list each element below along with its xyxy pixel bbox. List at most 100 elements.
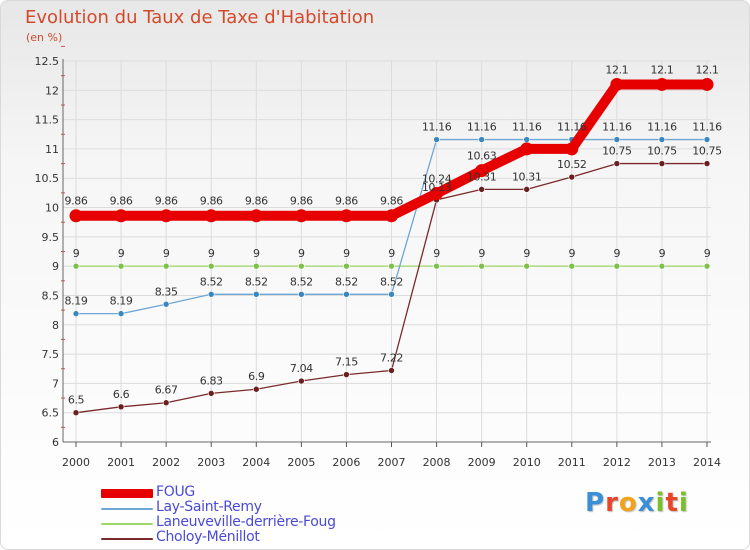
data-point (117, 310, 125, 317)
data-label: 10.52 (557, 158, 587, 171)
logo-letter: x (637, 488, 656, 518)
data-point (343, 290, 350, 298)
data-point (703, 136, 711, 143)
data-point (69, 209, 83, 223)
data-label: 9.86 (290, 195, 313, 208)
data-label: 9.86 (110, 195, 133, 208)
data-point (700, 77, 714, 91)
logo-letter: i (678, 488, 689, 518)
data-point (430, 186, 444, 200)
data-point (658, 160, 666, 167)
data-label: 6.67 (155, 384, 178, 397)
y-tick-label: 11 (45, 143, 59, 156)
logo-letter: P (585, 488, 606, 518)
data-label: 11.16 (647, 121, 677, 134)
data-label: 9.86 (335, 195, 358, 208)
data-point (298, 262, 305, 270)
data-point (478, 136, 485, 143)
y-tick-label: 11.5 (35, 114, 60, 127)
data-point (72, 409, 80, 416)
data-point (252, 385, 260, 393)
x-tick-label: 2010 (513, 456, 541, 469)
data-label: 9 (614, 247, 621, 260)
data-label: 7.15 (335, 356, 358, 369)
data-label: 9.86 (380, 195, 403, 208)
x-tick-label: 2004 (242, 456, 270, 469)
x-tick-label: 2001 (107, 456, 135, 469)
data-point (658, 262, 666, 270)
legend-swatch (101, 489, 153, 498)
data-point (388, 290, 395, 298)
data-label: 9 (523, 247, 530, 260)
x-tick-label: 2009 (468, 456, 496, 469)
logo-letter: r (605, 488, 619, 518)
data-point (523, 262, 531, 270)
y-tick-label: 7.5 (42, 348, 60, 361)
data-label: 9 (343, 247, 350, 260)
data-point (117, 262, 125, 270)
data-label: 8.52 (380, 275, 403, 288)
data-point (655, 77, 669, 91)
x-tick-label: 2003 (197, 456, 225, 469)
data-label: 8.52 (335, 275, 358, 288)
data-label: 9 (659, 247, 666, 260)
data-point (339, 209, 353, 223)
data-label: 7.22 (380, 351, 403, 364)
data-point (568, 173, 576, 181)
data-label: 11.16 (557, 121, 587, 134)
x-tick-label: 2007 (378, 456, 406, 469)
x-tick-label: 2014 (693, 456, 721, 469)
data-point (385, 209, 398, 223)
y-tick-label: 7 (52, 377, 59, 390)
data-label: 9.86 (200, 195, 223, 208)
data-point (703, 262, 711, 270)
data-label: 9 (163, 247, 170, 260)
data-label: 10.75 (692, 145, 722, 158)
data-label: 10.31 (512, 170, 542, 183)
y-tick-label: 8 (52, 319, 59, 332)
data-point (388, 367, 395, 374)
data-label: 8.52 (245, 275, 268, 288)
data-label: 8.35 (155, 285, 178, 298)
data-point (298, 290, 305, 298)
data-point (72, 262, 80, 270)
data-point (204, 209, 218, 223)
data-label: 10.31 (467, 170, 497, 183)
logo-letter: o (618, 488, 638, 518)
data-point (565, 142, 579, 156)
data-point (294, 209, 308, 223)
data-point (478, 262, 485, 270)
data-point (433, 262, 440, 270)
data-point (159, 209, 173, 223)
data-point (523, 186, 531, 193)
data-label: 9 (253, 247, 260, 260)
y-tick-label: 9 (52, 260, 59, 273)
data-point (523, 136, 531, 143)
data-point (343, 371, 350, 378)
data-label: 9 (478, 247, 485, 260)
data-label: 11.16 (602, 121, 632, 134)
data-point (207, 290, 215, 298)
legend-label: FOUG (156, 484, 195, 500)
data-label: 10.75 (647, 145, 677, 158)
data-point (249, 209, 263, 223)
data-point (433, 136, 440, 143)
data-label: 9 (568, 247, 575, 260)
logo-letter: t (665, 488, 679, 518)
y-tick-label: 12 (45, 84, 59, 97)
data-point (613, 160, 621, 167)
logo-letter: i (655, 488, 666, 518)
y-tick-label: 12.5 (35, 55, 60, 68)
data-label: 6.6 (113, 388, 130, 401)
data-label: 12.1 (650, 63, 673, 76)
data-label: 9.86 (245, 195, 268, 208)
data-label: 9.86 (155, 195, 178, 208)
data-label: 9 (118, 247, 125, 260)
data-label: 7.04 (290, 362, 313, 375)
legend-label: Lay-Saint-Remy (156, 499, 262, 515)
data-label: 12.1 (605, 63, 628, 76)
x-tick-label: 2013 (648, 456, 676, 469)
x-tick-label: 2011 (558, 456, 586, 469)
data-point (162, 300, 170, 308)
